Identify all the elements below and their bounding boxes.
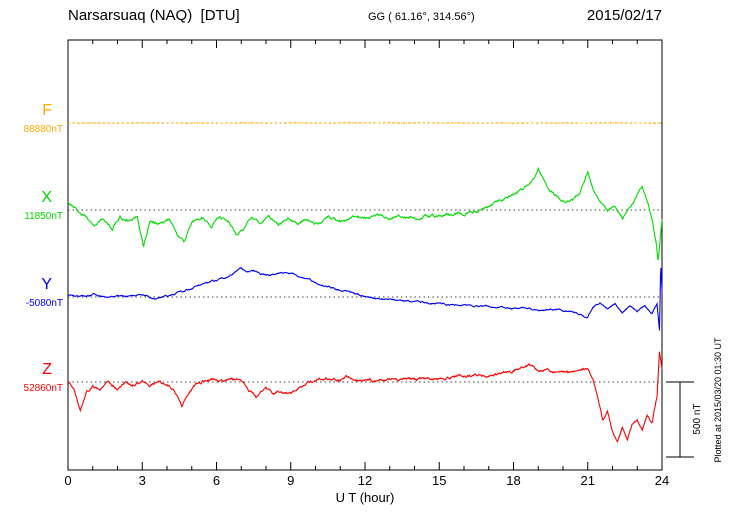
series-label-Y: Y bbox=[41, 276, 52, 293]
geographic-coordinates: GG ( 61.16°, 314.56°) bbox=[368, 11, 475, 23]
axis-ticks bbox=[67, 40, 663, 470]
series-baseline-X: 11850nT bbox=[24, 211, 63, 222]
x-axis-label: U T (hour) bbox=[335, 490, 395, 505]
station-title: Narsarsuaq (NAQ) [DTU] bbox=[68, 7, 240, 24]
plot-date: 2015/02/17 bbox=[586, 7, 662, 24]
series-label-Z: Z bbox=[42, 361, 52, 378]
trace-X bbox=[67, 166, 663, 261]
series-label-X: X bbox=[41, 189, 52, 206]
x-tick-18: 18 bbox=[506, 473, 521, 488]
x-tick-15: 15 bbox=[432, 473, 447, 488]
x-tick-9: 9 bbox=[287, 473, 295, 488]
series-baseline-Z: 52860nT bbox=[23, 383, 63, 394]
x-tick-21: 21 bbox=[580, 473, 595, 488]
x-tick-0: 0 bbox=[64, 473, 72, 488]
trace-Y bbox=[67, 266, 663, 331]
trace-Z bbox=[67, 351, 663, 444]
x-tick-24: 24 bbox=[654, 473, 670, 488]
x-tick-6: 6 bbox=[212, 473, 221, 488]
series-label-F: F bbox=[42, 102, 52, 119]
x-tick-12: 12 bbox=[357, 473, 373, 488]
scale-bar bbox=[666, 381, 694, 458]
trace-F bbox=[67, 122, 663, 124]
plotted-at-note: Plotted at 2015/03/20 01:30 UT bbox=[713, 337, 723, 463]
plot-frame bbox=[67, 39, 663, 471]
x-tick-3: 3 bbox=[138, 473, 146, 488]
scale-bar-label: 500 nT bbox=[692, 403, 703, 434]
series-baseline-F: 88880nT bbox=[23, 124, 63, 135]
series-baseline-Y: -5080nT bbox=[25, 298, 63, 309]
